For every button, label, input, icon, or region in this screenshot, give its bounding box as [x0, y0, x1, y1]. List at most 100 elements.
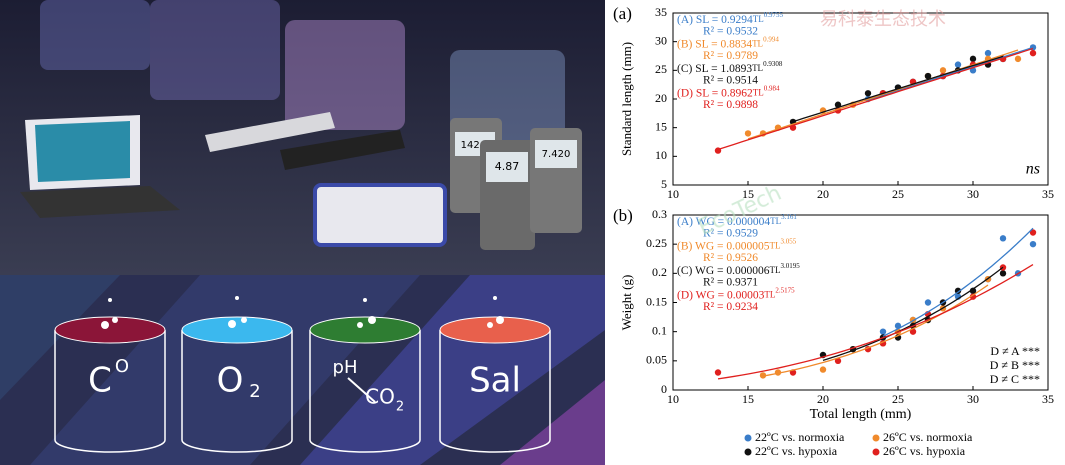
- fit-exp: 2.5175: [775, 286, 795, 294]
- fit-equation: (D) SL = 0.8962TL0.984: [677, 84, 780, 99]
- point: [1029, 49, 1037, 57]
- cylinder-sub: 2: [396, 400, 404, 415]
- fit-coef: 0.9294: [721, 14, 753, 26]
- y-tick-label: 35: [655, 5, 667, 19]
- cylinder-sub: 2: [249, 381, 260, 402]
- fit-exp: 0.994: [763, 35, 779, 43]
- fit-curve: [822, 266, 1004, 361]
- fit-exp: 0.9308: [763, 60, 783, 68]
- device-reading: 4.87: [495, 160, 520, 173]
- legend-marker: [872, 434, 880, 442]
- fit-equation: (C) SL = 1.0893TL0.9308: [677, 60, 783, 75]
- y-tick-label: 20: [655, 91, 667, 105]
- x-tick-label: 30: [967, 187, 979, 201]
- fit-var: TL: [753, 88, 764, 98]
- point: [759, 372, 767, 379]
- fit-var: TL: [753, 14, 764, 24]
- fit-var: TL: [770, 241, 781, 251]
- y-axis-label: Standard length (mm): [619, 42, 634, 156]
- point: [999, 235, 1007, 242]
- y-tick-label: 15: [655, 119, 667, 133]
- fit-exp: 3.055: [781, 237, 797, 245]
- fit-equation: (A) WG = 0.000004TL3.161: [677, 213, 797, 228]
- annotation: ns: [1026, 161, 1040, 178]
- fit-prefix: (B) WG =: [677, 240, 726, 252]
- fit-curve: [792, 55, 1004, 123]
- fit-coef: 0.000005: [726, 240, 769, 252]
- infographic: C O O 2 pH CO 2 Sal: [0, 275, 605, 465]
- point: [744, 130, 752, 137]
- panel-label: (a): [613, 4, 632, 23]
- fit-prefix: (A) WG =: [677, 216, 727, 228]
- cylinder-label: C: [88, 361, 112, 401]
- point: [1029, 240, 1037, 248]
- fit-prefix: (D) WG =: [677, 289, 727, 301]
- y-tick-label: 0.15: [646, 294, 667, 308]
- point: [939, 67, 947, 74]
- point: [969, 287, 977, 295]
- fit-coef: 0.8834: [720, 38, 752, 50]
- point: [954, 61, 962, 68]
- device-reading: 142.1: [461, 140, 490, 151]
- fit-equation: (C) WG = 0.000006TL3.0195: [677, 262, 800, 277]
- legend-label: 26ºC vs. normoxia: [883, 430, 973, 444]
- cylinder-top: pH: [333, 357, 358, 378]
- y-tick-label: 10: [655, 148, 667, 162]
- x-tick-label: 10: [667, 392, 679, 406]
- fit-r2: R² = 0.9898: [703, 99, 758, 111]
- fit-exp: 0.984: [764, 84, 780, 92]
- fit-r2: R² = 0.9789: [703, 50, 758, 62]
- y-tick-label: 5: [661, 177, 667, 191]
- fit-coef: 0.8962: [721, 87, 753, 99]
- x-tick-label: 20: [817, 187, 829, 201]
- x-tick-label: 10: [667, 187, 679, 201]
- fit-coef: 1.0893: [720, 63, 752, 75]
- point: [984, 49, 992, 57]
- y-axis-label: Weight (g): [619, 275, 634, 331]
- legend-marker: [744, 434, 752, 442]
- fit-r2: R² = 0.9234: [703, 301, 758, 313]
- x-tick-label: 15: [742, 392, 754, 406]
- point: [954, 287, 962, 295]
- y-tick-label: 0.2: [652, 265, 667, 279]
- fit-r2: R² = 0.9371: [703, 277, 758, 289]
- fit-curve: [717, 263, 1034, 380]
- y-tick-label: 0.3: [652, 207, 667, 221]
- y-tick-label: 0: [661, 382, 667, 396]
- x-tick-label: 30: [967, 392, 979, 406]
- point: [924, 72, 932, 80]
- fit-curve: [747, 49, 1019, 140]
- fit-var: TL: [770, 265, 781, 275]
- fit-r2: R² = 0.9532: [703, 26, 758, 38]
- fit-r2: R² = 0.9514: [703, 75, 758, 87]
- fit-exp: 3.161: [781, 213, 797, 221]
- fit-prefix: (C) SL =: [677, 63, 720, 75]
- fit-r2: R² = 0.9526: [703, 252, 758, 264]
- point: [879, 328, 887, 335]
- legend-label: 26ºC vs. hypoxia: [883, 444, 966, 458]
- legend-marker: [872, 448, 880, 456]
- fit-curve: [762, 284, 989, 377]
- x-tick-label: 25: [892, 392, 904, 406]
- legend-marker: [744, 448, 752, 456]
- y-tick-label: 0.05: [646, 353, 667, 367]
- point: [1014, 55, 1022, 63]
- panel-label: (b): [613, 206, 633, 225]
- point: [714, 369, 722, 376]
- fit-var: TL: [752, 39, 763, 49]
- fit-curve: [882, 227, 1034, 337]
- annotation: D ≠ C ***: [990, 372, 1040, 386]
- fit-exp: 0.9755: [764, 11, 784, 19]
- legend-label: 22ºC vs. normoxia: [755, 430, 845, 444]
- fit-prefix: (C) WG =: [677, 265, 726, 277]
- cylinder-sup: O: [115, 356, 129, 377]
- point: [819, 366, 827, 373]
- fit-exp: 3.0195: [781, 262, 801, 270]
- fit-equation: (B) SL = 0.8834TL0.994: [677, 35, 779, 50]
- photo: 142.1 4.87 7.420: [0, 0, 605, 275]
- fit-curve: [717, 47, 1034, 151]
- x-axis-label: Total length (mm): [810, 407, 912, 422]
- annotation: D ≠ A ***: [990, 344, 1040, 358]
- y-tick-label: 0.1: [652, 323, 667, 337]
